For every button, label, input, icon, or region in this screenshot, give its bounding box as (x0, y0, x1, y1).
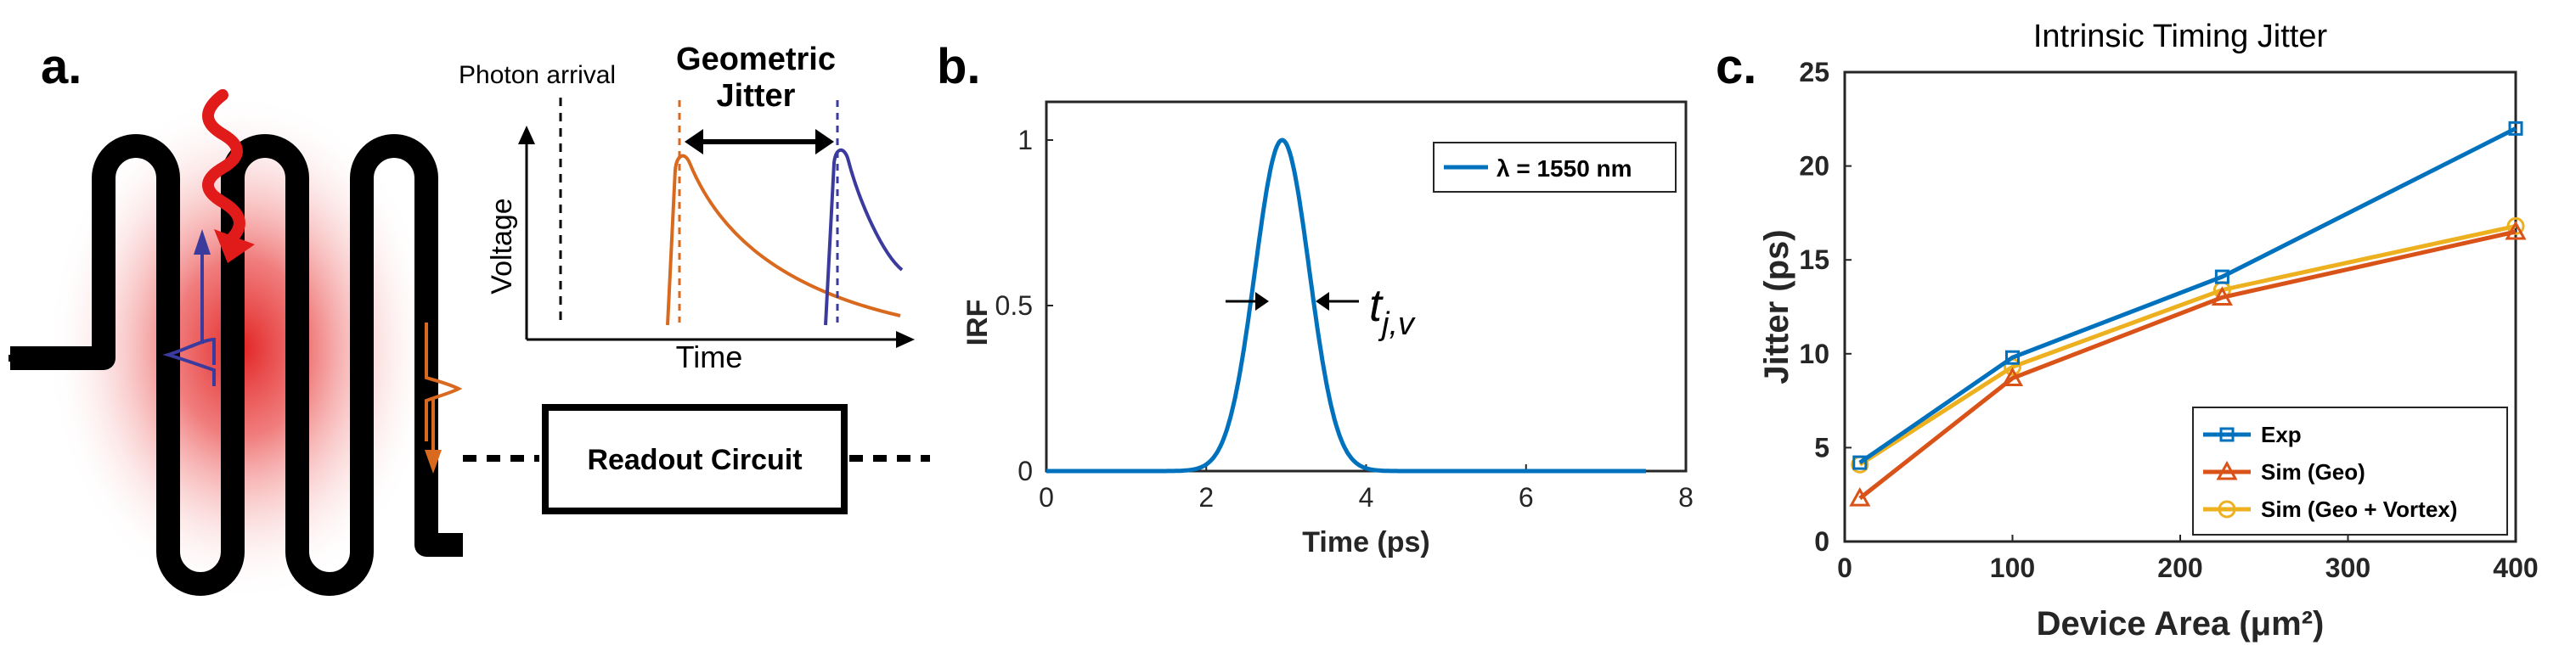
photon-arrival-label: Photon arrival (459, 61, 616, 89)
y-tick-label-c: 0 (1814, 526, 1829, 557)
blue-voltage-trace (824, 149, 904, 326)
panel-c-label: c. (1716, 39, 1756, 94)
series-line-0 (1858, 126, 2517, 465)
data-point-1 (2211, 286, 2233, 306)
x-tick-label-b: 4 (1359, 482, 1374, 513)
y-axis-label-c: Jitter (ps) (1758, 229, 1795, 384)
y-tick-label-b: 0 (1017, 456, 1033, 486)
geometric-jitter-label-line2: Jitter (717, 78, 796, 114)
x-tick-label-c: 200 (2157, 553, 2202, 583)
panel-a-schematic: a. Photon arrival Geometric Jitter (8, 39, 930, 603)
inset-voltage-label: Voltage (486, 198, 518, 294)
series-line-1 (1858, 229, 2517, 501)
y-tick-label-c: 15 (1799, 244, 1829, 275)
data-point-1 (2001, 367, 2024, 387)
y-tick-label-b: 1 (1017, 125, 1033, 155)
meander-nanowire (10, 134, 463, 596)
legend-label-b: λ = 1550 nm (1497, 155, 1632, 182)
y-tick-label-c: 25 (1799, 57, 1829, 87)
irf-curve (1046, 137, 1646, 474)
x-tick-label-c: 400 (2493, 553, 2538, 583)
readout-circuit-box (542, 404, 848, 514)
panel-b-label: b. (937, 39, 981, 94)
y-tick-label-c: 5 (1814, 432, 1829, 463)
x-tick-label-b: 0 (1039, 482, 1054, 513)
x-tick-label-c: 0 (1837, 553, 1852, 583)
panel-a-label: a. (41, 39, 82, 94)
readout-circuit-label: Readout Circuit (587, 444, 802, 476)
legend-marker-c (2219, 427, 2235, 442)
panel-c-jitter-chart: c. Intrinsic Timing Jitter 0 100 200 300 400 0… (1716, 19, 2539, 643)
orange-voltage-trace (666, 154, 901, 326)
orange-pulse-right (425, 323, 463, 474)
legend-label-c: Sim (Geo + Vortex) (2261, 497, 2457, 522)
voltage-time-inset: Photon arrival Geometric Jitter Voltage … (459, 42, 915, 374)
photon-squiggle (202, 89, 245, 245)
legend-label-c: Sim (Geo) (2261, 459, 2365, 485)
y-tick-label-b: 0.5 (995, 290, 1033, 321)
legend-label-c: Exp (2261, 422, 2302, 447)
x-tick-label-b: 6 (1519, 482, 1534, 513)
fwhm-annotation: tj,v (1226, 280, 1416, 342)
inset-time-label: Time (676, 340, 743, 374)
fwhm-label: tj,v (1369, 280, 1416, 342)
data-point-0 (1852, 455, 1868, 470)
photon-arrow-icon (214, 229, 255, 263)
data-point-0 (2005, 350, 2020, 365)
panel-b-irf-chart: b. 0 2 4 6 8 0 0.5 1 Time (ps) IRF λ = 1550 nm tj,… (937, 39, 1694, 558)
series-line-2 (1858, 223, 2517, 467)
y-tick-label-c: 20 (1799, 151, 1829, 182)
legend-marker-c (2218, 500, 2236, 519)
data-point-1 (1849, 487, 1871, 507)
x-tick-label-c: 300 (2325, 553, 2370, 583)
x-axis-label-b: Time (ps) (1302, 526, 1430, 558)
blue-pulse-left (162, 229, 216, 386)
x-tick-label-c: 100 (1990, 553, 2035, 583)
data-point-1 (2505, 220, 2527, 240)
y-axis-label-b: IRF (961, 300, 994, 346)
data-point-0 (2214, 269, 2229, 284)
x-axis-label-c: Device Area (μm²) (2037, 605, 2325, 643)
y-tick-label-c: 10 (1799, 339, 1829, 369)
x-tick-label-b: 8 (1678, 482, 1694, 513)
chart-title-c: Intrinsic Timing Jitter (2033, 19, 2328, 54)
data-point-0 (2508, 121, 2523, 136)
x-tick-label-b: 2 (1198, 482, 1214, 513)
legend-marker-c (2216, 460, 2238, 480)
geometric-jitter-label-line1: Geometric (676, 42, 836, 77)
